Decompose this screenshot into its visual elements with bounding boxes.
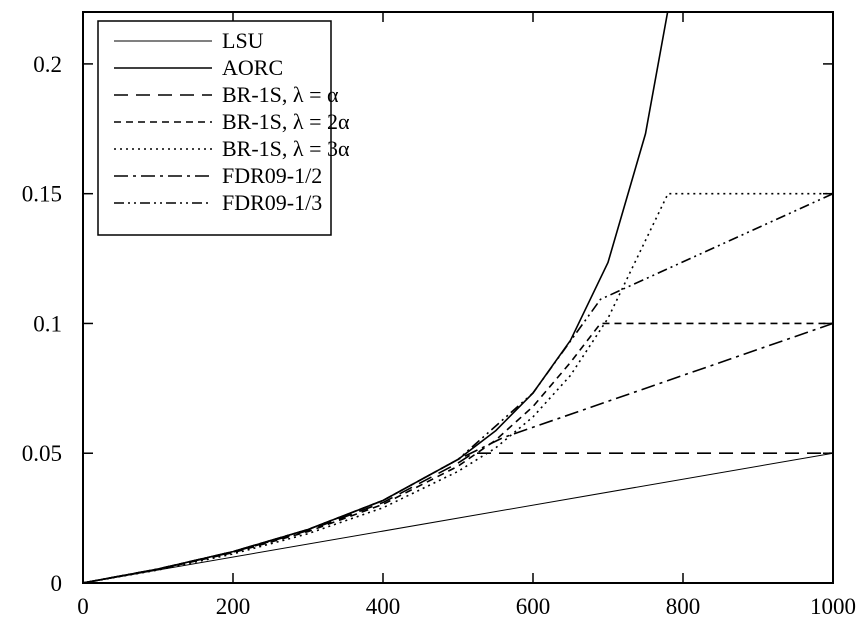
y-tick-label: 0.05 <box>22 441 62 466</box>
legend-label: BR-1S, λ = 2α <box>222 109 350 134</box>
legend-label: LSU <box>222 28 264 53</box>
y-tick-label: 0.2 <box>33 52 62 77</box>
series-line-6 <box>83 322 833 583</box>
x-tick-label: 800 <box>666 594 701 619</box>
x-tick-label: 600 <box>516 594 551 619</box>
y-tick-label: 0.15 <box>22 182 62 207</box>
legend-box <box>97 20 332 236</box>
legend-label: FDR09-1/3 <box>222 190 322 215</box>
legend-label: AORC <box>222 55 283 80</box>
x-tick-label: 1000 <box>810 594 856 619</box>
series-line-7 <box>83 192 833 583</box>
y-tick-label: 0 <box>51 571 63 596</box>
legend-label: FDR09-1/2 <box>222 163 322 188</box>
ticks-layer: 0 200 400 600 800 1000 0 0.05 0.1 0.15 0.2 <box>22 12 856 619</box>
series-layer <box>83 12 833 583</box>
plot-frame <box>82 11 834 584</box>
x-tick-label: 0 <box>77 594 89 619</box>
legend-label: BR-1S, λ = 3α <box>222 136 350 161</box>
legend-label: BR-1S, λ = α <box>222 82 339 107</box>
y-tick-label: 0.1 <box>33 311 62 336</box>
series-line-5 <box>83 192 833 583</box>
series-line-1 <box>83 452 833 583</box>
x-tick-label: 400 <box>366 594 401 619</box>
x-tick-label: 200 <box>216 594 251 619</box>
series-line-4 <box>83 322 833 583</box>
